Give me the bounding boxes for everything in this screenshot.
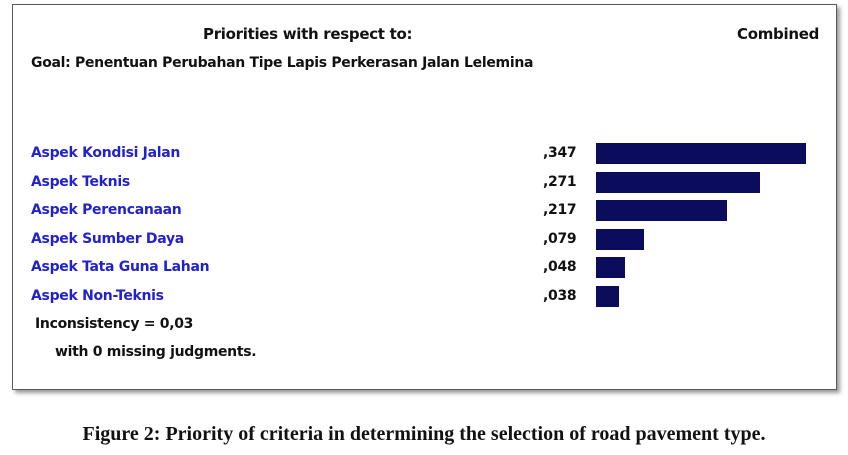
priority-bar — [596, 257, 625, 279]
value-label: ,271 — [543, 173, 577, 190]
category-label: Aspek Kondisi Jalan — [31, 145, 181, 161]
missing-judgments-text: with 0 missing judgments. — [55, 344, 257, 360]
priorities-panel: Priorities with respect to: Combined Goa… — [12, 4, 837, 390]
inconsistency-text: Inconsistency = 0,03 — [35, 316, 194, 332]
category-label: Aspek Non-Teknis — [31, 288, 164, 304]
category-label: Aspek Tata Guna Lahan — [31, 259, 210, 276]
value-label: ,079 — [543, 230, 577, 247]
combined-label: Combined — [737, 25, 820, 43]
category-label: Aspek Sumber Daya — [31, 230, 184, 247]
priority-bar — [596, 286, 619, 307]
priority-bar — [596, 143, 806, 164]
value-label: ,048 — [543, 259, 577, 276]
priority-bar — [596, 171, 760, 193]
value-label: ,038 — [543, 288, 577, 304]
goal-text: Goal: Penentuan Perubahan Tipe Lapis Per… — [31, 55, 534, 71]
priority-bar — [596, 228, 644, 250]
value-label: ,217 — [543, 202, 577, 219]
value-label: ,347 — [543, 145, 577, 161]
priorities-title: Priorities with respect to: — [203, 25, 413, 43]
category-label: Aspek Teknis — [31, 173, 130, 190]
figure-caption: Figure 2: Priority of criteria in determ… — [82, 423, 766, 445]
category-label: Aspek Perencanaan — [31, 202, 182, 219]
priority-bar — [596, 200, 727, 222]
